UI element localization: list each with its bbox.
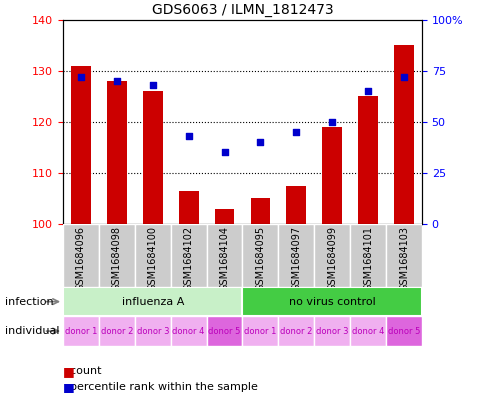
Text: donor 3: donor 3 [315, 327, 348, 336]
Point [77, 74, 85, 80]
Bar [71, 66, 91, 224]
Text: GSM1684096: GSM1684096 [76, 226, 86, 291]
Text: ■: ■ [63, 380, 75, 393]
Bar [393, 45, 413, 224]
Point [220, 149, 228, 156]
Bar [206, 316, 242, 346]
Text: donor 5: donor 5 [387, 327, 419, 336]
Bar [179, 191, 198, 224]
Text: individual: individual [5, 326, 59, 336]
Bar [214, 209, 234, 224]
Point [113, 78, 121, 84]
Bar [242, 287, 421, 316]
Text: donor 1: donor 1 [244, 327, 276, 336]
Bar [63, 316, 99, 346]
Bar [278, 224, 314, 287]
Text: donor 5: donor 5 [208, 327, 240, 336]
Text: GSM1684102: GSM1684102 [183, 226, 193, 291]
Bar [170, 224, 206, 287]
Text: percentile rank within the sample: percentile rank within the sample [63, 382, 257, 392]
Text: count: count [63, 366, 101, 376]
Bar [250, 198, 270, 224]
Bar [242, 316, 278, 346]
Bar [143, 91, 162, 224]
Point [256, 139, 264, 145]
Text: donor 2: donor 2 [280, 327, 312, 336]
Bar [206, 224, 242, 287]
Bar [286, 185, 305, 224]
Bar [314, 224, 349, 287]
Bar [349, 224, 385, 287]
Title: GDS6063 / ILMN_1812473: GDS6063 / ILMN_1812473 [151, 3, 333, 17]
Text: donor 4: donor 4 [351, 327, 383, 336]
Text: GSM1684100: GSM1684100 [148, 226, 157, 291]
Point [292, 129, 300, 135]
Text: no virus control: no virus control [288, 297, 375, 307]
Text: GSM1684104: GSM1684104 [219, 226, 229, 291]
Point [328, 119, 335, 125]
Bar [242, 224, 278, 287]
Text: GSM1684095: GSM1684095 [255, 226, 265, 291]
Bar [385, 316, 421, 346]
Text: influenza A: influenza A [121, 297, 183, 307]
Bar [349, 316, 385, 346]
Bar [358, 96, 377, 224]
Text: GSM1684103: GSM1684103 [398, 226, 408, 291]
Text: GSM1684098: GSM1684098 [112, 226, 121, 291]
Bar [314, 316, 349, 346]
Bar [63, 287, 242, 316]
Text: GSM1684101: GSM1684101 [363, 226, 372, 291]
Text: donor 1: donor 1 [65, 327, 97, 336]
Bar [322, 127, 341, 224]
Bar [278, 316, 314, 346]
Text: infection: infection [5, 297, 53, 307]
Bar [99, 316, 135, 346]
Bar [385, 224, 421, 287]
Bar [107, 81, 126, 224]
Point [399, 74, 407, 80]
Point [149, 82, 156, 88]
Bar [135, 316, 170, 346]
Bar [135, 224, 170, 287]
Bar [99, 224, 135, 287]
Text: donor 3: donor 3 [136, 327, 169, 336]
Point [363, 88, 371, 94]
Bar [63, 224, 99, 287]
Text: GSM1684097: GSM1684097 [291, 226, 301, 291]
Point [184, 133, 192, 139]
Bar [170, 316, 206, 346]
Text: ■: ■ [63, 365, 75, 378]
Text: GSM1684099: GSM1684099 [327, 226, 336, 291]
Text: donor 2: donor 2 [101, 327, 133, 336]
Text: donor 4: donor 4 [172, 327, 204, 336]
